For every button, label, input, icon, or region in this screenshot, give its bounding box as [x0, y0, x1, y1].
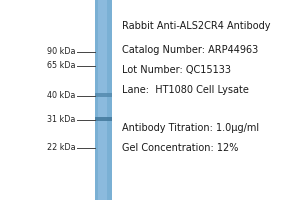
- Text: Lane:  HT1080 Cell Lysate: Lane: HT1080 Cell Lysate: [122, 85, 248, 95]
- Bar: [95, 93, 112, 97]
- Text: 40 kDa: 40 kDa: [47, 92, 76, 100]
- Text: Catalog Number: ARP44963: Catalog Number: ARP44963: [122, 45, 258, 55]
- Text: Rabbit Anti-ALS2CR4 Antibody: Rabbit Anti-ALS2CR4 Antibody: [122, 21, 270, 31]
- Text: 90 kDa: 90 kDa: [47, 47, 76, 56]
- Text: Lot Number: QC15133: Lot Number: QC15133: [122, 65, 230, 75]
- Text: Antibody Titration: 1.0µg/ml: Antibody Titration: 1.0µg/ml: [122, 123, 259, 133]
- Text: 31 kDa: 31 kDa: [47, 116, 76, 124]
- Text: 22 kDa: 22 kDa: [47, 144, 76, 152]
- Bar: [98, 0, 107, 200]
- Bar: [95, 0, 112, 200]
- Text: 65 kDa: 65 kDa: [47, 62, 76, 71]
- Bar: [95, 117, 112, 121]
- Text: Gel Concentration: 12%: Gel Concentration: 12%: [122, 143, 238, 153]
